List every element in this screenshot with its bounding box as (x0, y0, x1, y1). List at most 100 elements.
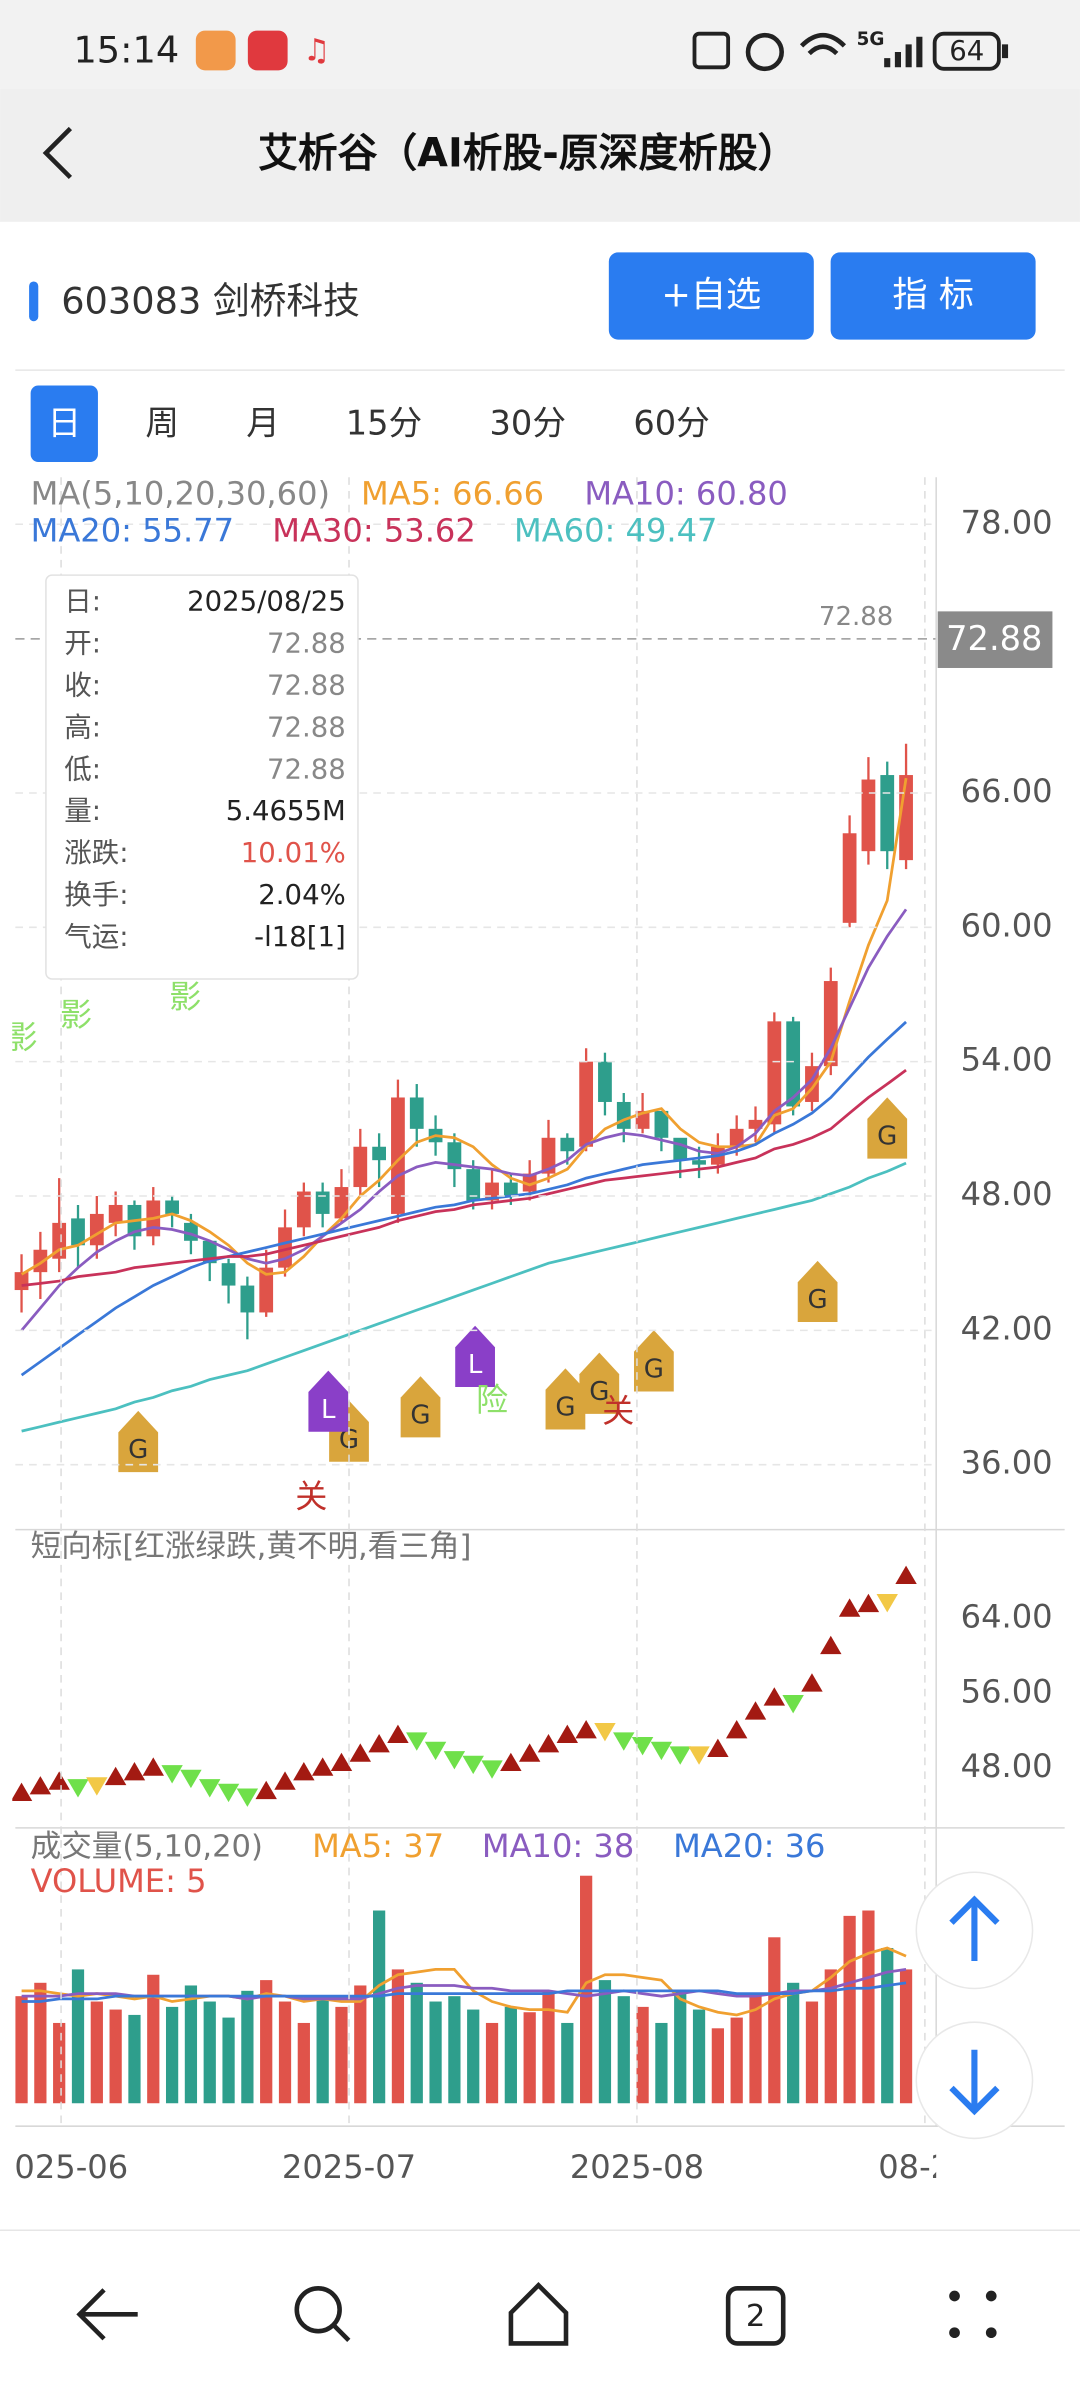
volume-bar (15, 1996, 28, 2104)
active-tab[interactable] (30, 385, 98, 462)
signal-badge (579, 1352, 620, 1414)
legend-entry: MA10: 38 (482, 1827, 634, 1865)
back-button[interactable] (42, 126, 73, 180)
tooltip-key: 低: (64, 753, 101, 785)
trend-triangle (180, 1769, 202, 1789)
tooltip-value: 72.88 (267, 628, 346, 660)
volume-bar (805, 2001, 819, 2104)
nav-search[interactable] (294, 2286, 342, 2334)
volume-bar (467, 2009, 480, 2104)
trend-triangle (820, 1635, 842, 1655)
nav-back[interactable] (76, 2288, 138, 2341)
battery-tip (1001, 44, 1009, 59)
period-tab[interactable]: 30分 (490, 404, 566, 443)
candle-body (880, 775, 895, 852)
y-tick-label: 78.00 (961, 503, 1053, 541)
trend-triangle (801, 1673, 823, 1692)
indicator-button[interactable] (830, 252, 1036, 340)
app-icon (195, 30, 236, 71)
candle-body (786, 1021, 801, 1107)
signal-text: G (808, 1285, 828, 1315)
ma-line (21, 1161, 907, 1433)
signal-note: 影 (5, 1018, 37, 1056)
volume-bar (147, 1974, 160, 2104)
header (0, 88, 1080, 222)
candle-body (221, 1263, 236, 1286)
ma-line (21, 1946, 907, 2017)
nav-bar (0, 2230, 1080, 2400)
candle-body (108, 1204, 123, 1223)
candle-body (372, 1146, 387, 1161)
last-price-label: 72.88 (946, 619, 1042, 658)
page-title: 艾析谷（AI析股-原深度析股） (258, 131, 797, 177)
candle-body (673, 1137, 688, 1161)
candle-body (71, 1218, 85, 1246)
period-tab[interactable]: 周 (145, 404, 179, 443)
candle-body (466, 1169, 481, 1201)
ma-line (21, 1069, 907, 1287)
candle-body (654, 1110, 669, 1138)
trend-triangle (688, 1746, 710, 1765)
period-tab[interactable]: 15分 (346, 404, 422, 443)
period-tab[interactable]: 日 (47, 404, 81, 443)
nav-tabs[interactable] (725, 2286, 786, 2346)
period-tab[interactable]: 月 (246, 404, 280, 443)
status-bar (0, 0, 1080, 89)
nav-menu[interactable] (949, 2290, 997, 2339)
trend-triangle (199, 1779, 221, 1798)
volume-bar (824, 1969, 837, 2104)
volume-bar (203, 2001, 216, 2104)
trend-triangle (669, 1746, 691, 1765)
signal-note: 影 (60, 996, 92, 1034)
network: 5G (857, 29, 885, 50)
volume-bar (617, 1996, 630, 2104)
trend-triangle (217, 1783, 240, 1803)
trend-triangle (104, 1766, 127, 1786)
volume-bar (448, 1996, 461, 2104)
alarm-icon (745, 32, 784, 72)
stock-name: 603083 剑桥科技 (61, 279, 360, 322)
signal-badge (455, 1325, 495, 1387)
trend-triangle (161, 1765, 183, 1784)
y-tick-label: 42.00 (961, 1309, 1053, 1347)
volume-bar (542, 1990, 555, 2104)
trend-triangle (86, 1777, 108, 1796)
signal-badge (400, 1376, 441, 1438)
tooltip-value: 2.04% (258, 879, 345, 911)
candle-body (89, 1213, 104, 1246)
signal-badge (797, 1260, 838, 1323)
trend-triangle (594, 1723, 616, 1742)
watchlist-button[interactable] (608, 252, 814, 340)
tooltip-key: 换手: (64, 879, 128, 911)
volume-bar (655, 2022, 668, 2104)
trend-triangle (895, 1565, 917, 1585)
volume-bar (391, 1969, 405, 2104)
signal-note: 关 (602, 1392, 634, 1430)
y-tick-label: 36.00 (961, 1444, 1053, 1482)
nav-home[interactable] (508, 2282, 569, 2346)
trend-triangle (631, 1737, 654, 1756)
indicator-label: 指 标 (892, 275, 974, 316)
trend-triangle (443, 1751, 466, 1770)
candle-body (315, 1191, 330, 1214)
period-tab[interactable]: 60分 (633, 404, 709, 443)
y-tick-label: 54.00 (961, 1041, 1053, 1079)
candle-body (767, 1021, 782, 1125)
volume-bar (598, 1980, 612, 2104)
trend-triangle (613, 1732, 635, 1751)
volume-bar (260, 1980, 273, 2104)
legend-entry: MA5: 37 (312, 1827, 444, 1865)
volume-bar (429, 2001, 442, 2104)
legend-entry: MA5: 66.66 (361, 475, 544, 513)
candle-body (616, 1101, 631, 1129)
trend-triangle (424, 1741, 447, 1761)
signal-text: L (321, 1395, 336, 1425)
trend-triangle (650, 1741, 673, 1761)
volume-bar (297, 2022, 310, 2104)
candle-body (14, 1272, 29, 1291)
y-tick-label: 60.00 (961, 906, 1053, 944)
music-icon: ♫ (303, 34, 330, 69)
volume-bar (636, 2006, 649, 2104)
volume-label: VOLUME: 5 (31, 1862, 207, 1900)
